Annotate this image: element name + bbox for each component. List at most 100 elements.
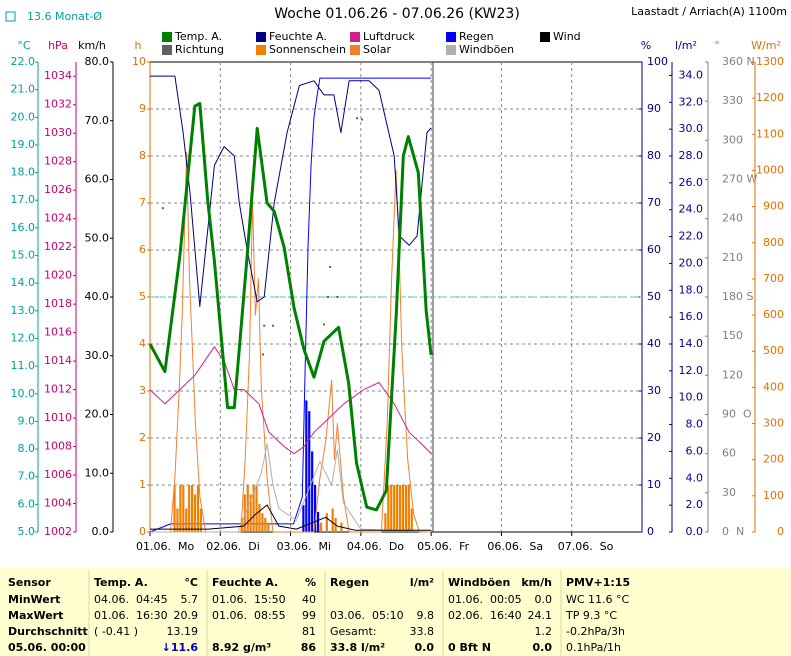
chart-subtitle: Laastadt / Arriach(A) 1100m — [631, 5, 787, 18]
y-tick-label: 7.0 — [18, 470, 36, 483]
legend-label: Wind — [553, 30, 581, 43]
table-header: l/m² — [410, 576, 434, 589]
dot — [336, 296, 339, 298]
y-tick-label: 300 — [722, 133, 743, 146]
bar — [258, 503, 261, 532]
y-tick-label: 80.0 — [85, 55, 110, 68]
y-tick-label: 60.0 — [85, 173, 110, 186]
note-icon — [5, 11, 16, 22]
x-tick-label: 02.06. Di — [206, 540, 260, 553]
y-tick-label: 1018 — [44, 297, 72, 310]
table-cell: MaxWert — [8, 609, 63, 622]
dot — [263, 324, 266, 327]
axis-label: l/m² — [675, 39, 697, 52]
x-tick-label: 07.06. So — [558, 540, 614, 553]
table-cell: 01.06. 16:30 — [94, 609, 168, 622]
y-tick-label: 30.0 — [85, 349, 110, 362]
y-tick-label: 10.0 — [85, 466, 110, 479]
table-cell: TP 9.3 °C — [565, 609, 617, 622]
y-tick-label: 40 — [647, 337, 661, 350]
table-cell: 0.0 — [415, 641, 435, 654]
bar — [404, 485, 407, 532]
y-tick-label: 30 — [647, 384, 661, 397]
y-tick-label: 4 — [139, 337, 146, 350]
table-cell: 03.06. 05:10 — [330, 609, 404, 622]
table-cell: 24.1 — [528, 609, 553, 622]
y-tick-label: 700 — [763, 272, 784, 285]
y-tick-label: 1028 — [44, 155, 72, 168]
y-tick-label: 1004 — [44, 497, 72, 510]
bar — [267, 522, 270, 532]
axis-label: ° — [714, 39, 720, 52]
y-tick-label: 6.0 — [686, 444, 704, 457]
y-tick-label: 1300 — [756, 55, 784, 68]
table-header: PMV+1:15 — [566, 576, 630, 589]
table-cell: 01.06. 15:50 — [212, 593, 286, 606]
x-tick-label: 03.06. Mi — [277, 540, 332, 553]
dot — [356, 117, 359, 120]
series-line — [148, 102, 433, 512]
y-tick-label: 0 — [777, 525, 784, 538]
y-tick-label: 4.0 — [686, 471, 704, 484]
dot — [272, 324, 274, 327]
y-tick-label: 10 — [132, 55, 146, 68]
legend-label: Luftdruck — [363, 30, 415, 43]
y-tick-label: 30.0 — [679, 122, 704, 135]
legend-label: Solar — [363, 43, 392, 56]
y-tick-label: 1006 — [44, 468, 72, 481]
legend-swatch — [446, 45, 456, 55]
dot — [161, 207, 164, 210]
y-tick-label: 8.0 — [686, 418, 704, 431]
table-cell: 20.9 — [174, 609, 199, 622]
table-cell: ( -0.41 ) — [94, 625, 138, 638]
y-tick-label: 270 W — [722, 173, 757, 186]
bar — [390, 485, 393, 532]
table-cell: 13.19 — [167, 625, 199, 638]
bar — [255, 485, 258, 532]
y-tick-label: 18.0 — [679, 283, 704, 296]
y-tick-label: 14.0 — [11, 276, 36, 289]
y-tick-label: 11.0 — [11, 359, 36, 372]
y-tick-label: 8 — [139, 149, 146, 162]
y-tick-label: 30 — [722, 486, 736, 499]
y-tick-label: 19.0 — [11, 138, 36, 151]
table-cell: 9.8 — [417, 609, 435, 622]
legend-swatch — [162, 45, 172, 55]
bar — [176, 508, 179, 532]
dot — [329, 265, 332, 268]
y-tick-label: 1022 — [44, 240, 72, 253]
y-tick-label: 12.0 — [679, 364, 704, 377]
y-tick-label: 100 — [647, 55, 668, 68]
y-tick-label: 9.0 — [18, 414, 36, 427]
table-cell: 0 Bft N — [448, 641, 491, 654]
y-tick-label: 0 N — [722, 525, 744, 538]
dot — [322, 323, 325, 326]
dot — [262, 353, 265, 356]
bar — [249, 494, 252, 532]
y-tick-label: 0 — [647, 525, 654, 538]
y-tick-label: 800 — [763, 236, 784, 249]
y-tick-label: 28.0 — [679, 149, 704, 162]
legend-swatch — [350, 32, 360, 42]
y-tick-label: 18.0 — [11, 166, 36, 179]
series-line — [150, 151, 432, 533]
y-tick-label: 50.0 — [85, 231, 110, 244]
table-cell: 0.1hPa/1h — [566, 641, 621, 654]
y-tick-label: 5 — [139, 290, 146, 303]
x-tick-label: 05.06. Fr — [417, 540, 470, 553]
table-cell: 04.06. 04:45 — [94, 593, 168, 606]
bar — [182, 485, 185, 532]
y-tick-label: 17.0 — [11, 193, 36, 206]
axis-label: % — [641, 39, 651, 52]
table-cell: ↓11.6 — [162, 641, 199, 654]
legend-swatch — [256, 45, 266, 55]
dot — [327, 296, 330, 298]
bar — [252, 485, 255, 532]
bar — [314, 485, 317, 532]
series-line — [150, 443, 432, 533]
y-tick-label: 90 — [647, 102, 661, 115]
y-tick-label: 600 — [763, 308, 784, 321]
legend-swatch — [446, 32, 456, 42]
axis-label: hPa — [48, 39, 68, 52]
y-tick-label: 210 — [722, 251, 743, 264]
